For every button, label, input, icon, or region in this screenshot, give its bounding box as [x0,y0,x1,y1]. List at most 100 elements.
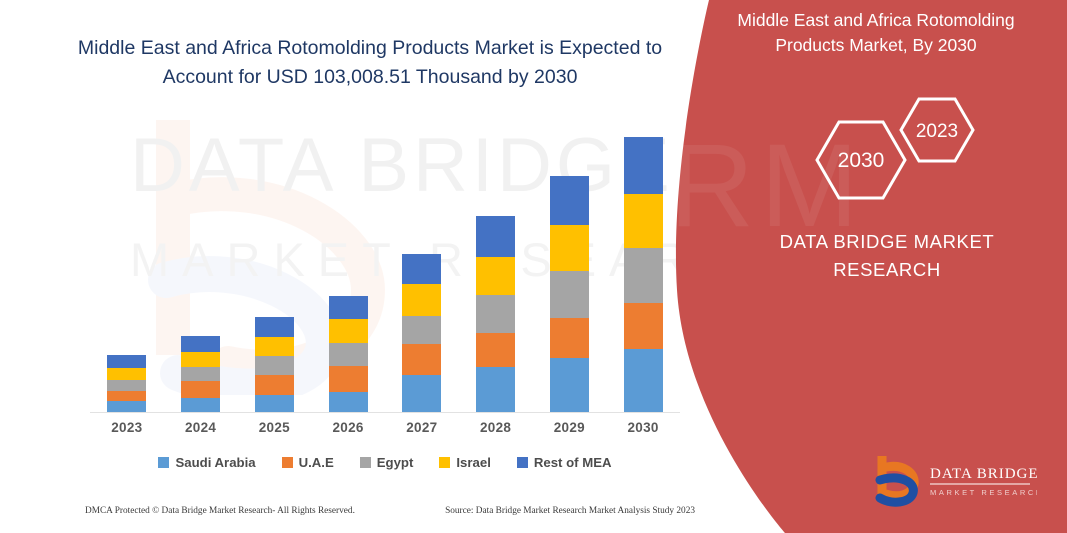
bar-segment[interactable] [254,375,294,395]
footer-source: Source: Data Bridge Market Research Mark… [445,506,695,516]
legend-item[interactable]: Israel [439,455,491,470]
brand-line2: RESEARCH [833,258,941,280]
x-axis-label-2024: 2024 [185,420,217,435]
bar-segment[interactable] [549,358,589,412]
bar-segment[interactable] [549,271,589,318]
hexagon-2030-label: 2030 [838,149,885,172]
x-axis-label-2029: 2029 [553,420,585,435]
x-axis-labels: 2023 2024 2025 2026 2027 2028 2029 2030 [90,420,680,435]
legend-label: Egypt [376,455,414,470]
bar-segment[interactable] [402,284,442,316]
footer-copyright: DMCA Protected © Data Bridge Market Rese… [85,506,355,516]
bar-segment[interactable] [107,355,147,368]
hexagon-2023 [899,97,975,163]
bar-segment[interactable] [328,392,368,412]
x-axis-label-2028: 2028 [480,420,512,435]
legend-swatch-icon [359,457,371,468]
bar-group [387,254,457,412]
brand-line1: DATA BRIDGE MARKET [779,231,995,252]
bar-segment[interactable] [476,257,516,295]
legend-item[interactable]: Rest of MEA [516,455,612,470]
chart-legend: Saudi Arabia U.A.E Egypt Israel Rest of MEA [90,455,680,470]
x-axis-label-2030: 2030 [627,420,659,435]
panel-background-shape [675,0,1067,533]
bar-segment[interactable] [328,319,368,343]
stacked-bar-2026[interactable] [328,296,368,412]
bar-segment[interactable] [402,344,442,375]
svg-text:DATA BRIDGE: DATA BRIDGE [930,466,1037,482]
stacked-bar-2030[interactable] [623,137,663,412]
x-axis-label-2027: 2027 [406,420,438,435]
bar-segment[interactable] [402,316,442,344]
bar-segment[interactable] [623,248,663,303]
panel-title: Middle East and Africa Rotomolding Produ… [737,10,1015,55]
bar-segment[interactable] [476,295,516,333]
bar-segment[interactable] [623,194,663,248]
x-axis-label-2026: 2026 [332,420,364,435]
dbmr-logo-icon: DATA BRIDGE MARKET RESEARCH [875,456,1037,507]
bar-group [608,137,678,412]
bar-group [461,216,531,412]
bar-segment[interactable] [476,333,516,367]
x-axis-line [90,412,680,413]
legend-label: Israel [456,455,491,470]
bar-segment[interactable] [181,352,221,367]
bar-segment[interactable] [328,296,368,319]
bar-group [313,296,383,412]
bar-segment[interactable] [254,395,294,412]
bar-group [534,176,604,412]
stacked-bar-2027[interactable] [402,254,442,412]
bar-segment[interactable] [328,343,368,366]
bar-segment[interactable] [623,303,663,349]
bar-segment[interactable] [476,367,516,412]
bar-segment[interactable] [254,337,294,356]
bar-segment[interactable] [107,368,147,380]
bar-group [92,355,162,412]
legend-item[interactable]: Egypt [359,455,414,470]
hexagon-badges: 2030 2023 [815,97,975,200]
bar-segment[interactable] [181,336,221,352]
bar-group [239,317,309,412]
bar-segment[interactable] [623,137,663,194]
stacked-bar-2023[interactable] [107,355,147,412]
bar-segment[interactable] [254,317,294,337]
stacked-bar-2024[interactable] [181,336,221,412]
chart-title: Middle East and Africa Rotomolding Produ… [77,37,663,88]
legend-swatch-icon [439,457,451,468]
bar-segment[interactable] [181,381,221,398]
svg-text:MARKET RESEARCH: MARKET RESEARCH [930,488,1037,497]
bar-segment[interactable] [476,216,516,257]
bar-segment[interactable] [549,318,589,358]
legend-item[interactable]: U.A.E [281,455,334,470]
bar-segment[interactable] [107,391,147,401]
hexagon-2030 [815,120,907,200]
legend-swatch-icon [281,457,293,468]
bar-segment[interactable] [402,254,442,284]
stacked-bar-2028[interactable] [476,216,516,412]
bar-segment[interactable] [328,366,368,392]
stacked-bar-2025[interactable] [254,317,294,412]
bar-segment[interactable] [549,225,589,271]
footer: DMCA Protected © Data Bridge Market Rese… [85,506,695,516]
bar-group [166,336,236,412]
bar-segment[interactable] [107,401,147,412]
x-axis-label-2023: 2023 [111,420,143,435]
brand-panel: RM Middle East and Africa Rotomolding Pr… [667,0,1067,533]
legend-item[interactable]: Saudi Arabia [158,455,256,470]
legend-label: Saudi Arabia [175,455,256,470]
bar-segment[interactable] [107,380,147,391]
bar-segment[interactable] [549,176,589,225]
bar-segment[interactable] [181,398,221,412]
x-axis-label-2025: 2025 [258,420,290,435]
stacked-bar-2029[interactable] [549,176,589,412]
bar-chart-plot [90,112,680,412]
legend-swatch-icon [516,457,528,468]
bar-segment[interactable] [402,375,442,412]
legend-swatch-icon [158,457,170,468]
bar-segment[interactable] [254,356,294,375]
hexagon-2023-label: 2023 [916,121,958,142]
brand-name: DATA BRIDGE MARKET RESEARCH [737,228,1037,284]
bar-segment[interactable] [623,349,663,412]
bar-segment[interactable] [181,367,221,381]
